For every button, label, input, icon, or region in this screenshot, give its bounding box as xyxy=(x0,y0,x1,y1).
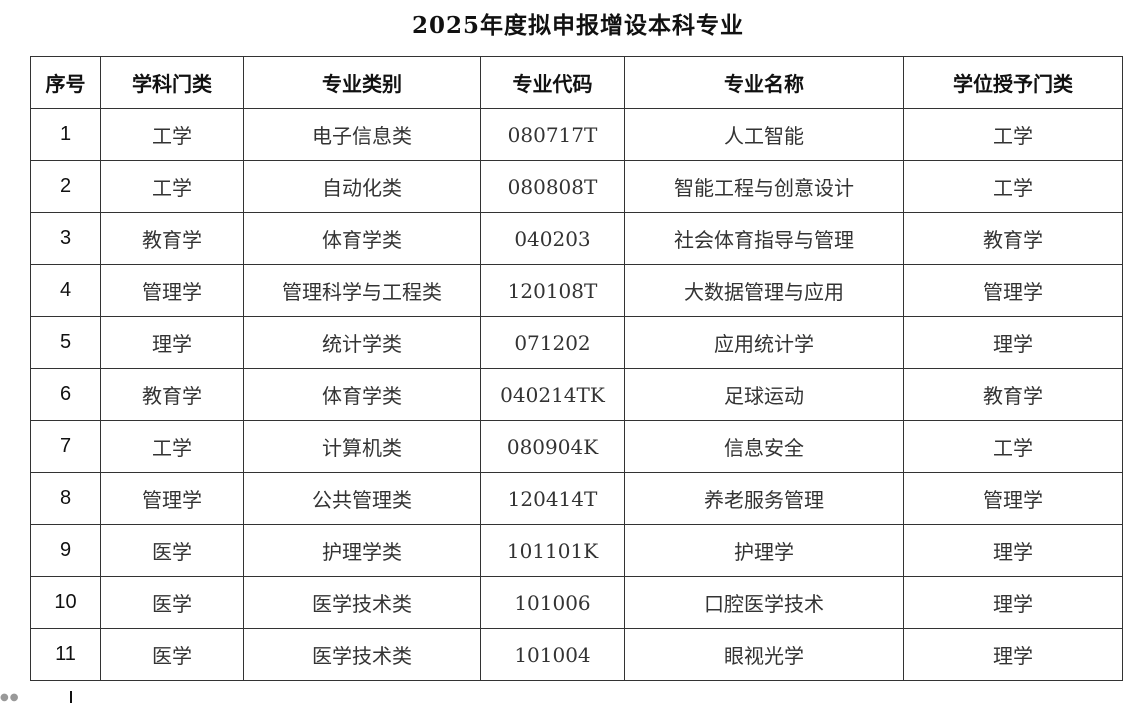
cell-discipline: 管理学 xyxy=(100,472,244,525)
cell-code: 040214TK xyxy=(480,368,625,421)
column-header-category: 专业类别 xyxy=(243,56,481,109)
cell-degree: 管理学 xyxy=(903,472,1123,525)
cell-major-name: 人工智能 xyxy=(624,108,904,161)
table-header-row: 序号 学科门类 专业类别 专业代码 专业名称 学位授予门类 xyxy=(30,56,1123,109)
table-row: 7 工学 计算机类 080904K 信息安全 工学 xyxy=(30,420,1123,473)
cell-major-name: 智能工程与创意设计 xyxy=(624,160,904,213)
cell-index: 11 xyxy=(30,628,101,681)
cell-category: 统计学类 xyxy=(243,316,481,369)
cell-major-name: 大数据管理与应用 xyxy=(624,264,904,317)
more-icon: ●● xyxy=(0,692,20,703)
cell-discipline: 医学 xyxy=(100,524,244,577)
cell-discipline: 理学 xyxy=(100,316,244,369)
cell-degree: 管理学 xyxy=(903,264,1123,317)
table-row: 6 教育学 体育学类 040214TK 足球运动 教育学 xyxy=(30,368,1123,421)
cell-category: 体育学类 xyxy=(243,368,481,421)
cell-discipline: 教育学 xyxy=(100,368,244,421)
column-header-major-name: 专业名称 xyxy=(624,56,904,109)
cell-code: 080717T xyxy=(480,108,625,161)
cell-discipline: 工学 xyxy=(100,108,244,161)
column-header-code: 专业代码 xyxy=(480,56,625,109)
cell-degree: 工学 xyxy=(903,108,1123,161)
cell-code: 120414T xyxy=(480,472,625,525)
cell-discipline: 管理学 xyxy=(100,264,244,317)
table-row: 2 工学 自动化类 080808T 智能工程与创意设计 工学 xyxy=(30,160,1123,213)
cell-category: 自动化类 xyxy=(243,160,481,213)
table-row: 9 医学 护理学类 101101K 护理学 理学 xyxy=(30,524,1123,577)
cell-code: 101004 xyxy=(480,628,625,681)
cell-discipline: 工学 xyxy=(100,420,244,473)
cell-major-name: 养老服务管理 xyxy=(624,472,904,525)
cell-discipline: 医学 xyxy=(100,576,244,629)
cell-index: 8 xyxy=(30,472,101,525)
cell-major-name: 信息安全 xyxy=(624,420,904,473)
cell-major-name: 足球运动 xyxy=(624,368,904,421)
cell-category: 护理学类 xyxy=(243,524,481,577)
table-row: 1 工学 电子信息类 080717T 人工智能 工学 xyxy=(30,108,1123,161)
cell-category: 体育学类 xyxy=(243,212,481,265)
column-header-degree: 学位授予门类 xyxy=(903,56,1123,109)
table-row: 11 医学 医学技术类 101004 眼视光学 理学 xyxy=(30,628,1123,681)
cell-category: 医学技术类 xyxy=(243,576,481,629)
column-header-discipline: 学科门类 xyxy=(100,56,244,109)
cell-degree: 理学 xyxy=(903,316,1123,369)
cell-index: 10 xyxy=(30,576,101,629)
cell-discipline: 医学 xyxy=(100,628,244,681)
cell-degree: 理学 xyxy=(903,576,1123,629)
cell-index: 1 xyxy=(30,108,101,161)
cell-index: 2 xyxy=(30,160,101,213)
cell-degree: 工学 xyxy=(903,160,1123,213)
cell-code: 080808T xyxy=(480,160,625,213)
majors-table: 序号 学科门类 专业类别 专业代码 专业名称 学位授予门类 1 工学 电子信息类 080717T… xyxy=(30,56,1123,681)
cell-degree: 理学 xyxy=(903,524,1123,577)
cell-degree: 理学 xyxy=(903,628,1123,681)
cell-index: 4 xyxy=(30,264,101,317)
document-title: 2025年度拟申报增设本科专业 xyxy=(411,12,744,39)
cell-category: 电子信息类 xyxy=(243,108,481,161)
cell-category: 公共管理类 xyxy=(243,472,481,525)
cell-major-name: 护理学 xyxy=(624,524,904,577)
cell-index: 3 xyxy=(30,212,101,265)
table-row: 5 理学 统计学类 071202 应用统计学 理学 xyxy=(30,316,1123,369)
column-header-index: 序号 xyxy=(30,56,101,109)
cell-major-name: 应用统计学 xyxy=(624,316,904,369)
cell-index: 7 xyxy=(30,420,101,473)
cell-major-name: 社会体育指导与管理 xyxy=(624,212,904,265)
table-row: 10 医学 医学技术类 101006 口腔医学技术 理学 xyxy=(30,576,1123,629)
cell-category: 医学技术类 xyxy=(243,628,481,681)
cell-index: 6 xyxy=(30,368,101,421)
text-cursor xyxy=(70,691,72,703)
cell-major-name: 眼视光学 xyxy=(624,628,904,681)
cell-category: 管理科学与工程类 xyxy=(243,264,481,317)
cell-code: 120108T xyxy=(480,264,625,317)
cell-code: 101006 xyxy=(480,576,625,629)
cell-discipline: 教育学 xyxy=(100,212,244,265)
cell-major-name: 口腔医学技术 xyxy=(624,576,904,629)
cell-code: 080904K xyxy=(480,420,625,473)
cell-index: 9 xyxy=(30,524,101,577)
cell-degree: 教育学 xyxy=(903,368,1123,421)
cell-code: 101101K xyxy=(480,524,625,577)
cell-discipline: 工学 xyxy=(100,160,244,213)
cell-category: 计算机类 xyxy=(243,420,481,473)
cell-degree: 工学 xyxy=(903,420,1123,473)
cell-degree: 教育学 xyxy=(903,212,1123,265)
table-row: 4 管理学 管理科学与工程类 120108T 大数据管理与应用 管理学 xyxy=(30,264,1123,317)
cell-index: 5 xyxy=(30,316,101,369)
cell-code: 040203 xyxy=(480,212,625,265)
table-row: 8 管理学 公共管理类 120414T 养老服务管理 管理学 xyxy=(30,472,1123,525)
table-row: 3 教育学 体育学类 040203 社会体育指导与管理 教育学 xyxy=(30,212,1123,265)
cell-code: 071202 xyxy=(480,316,625,369)
